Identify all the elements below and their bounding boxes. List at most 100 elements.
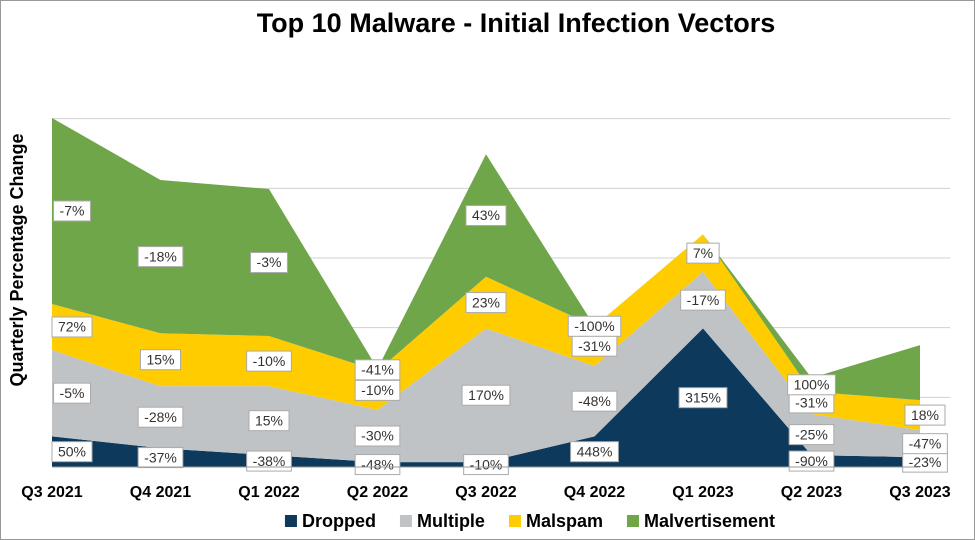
data-label-box [137,406,184,428]
data-label-text: -23% [909,454,942,470]
legend-swatch [399,515,412,527]
x-tick-label: Q3 2022 [455,484,516,501]
data-label: 448% [570,441,619,463]
data-label: -38% [246,450,292,472]
data-label-text: 18% [911,407,939,423]
x-tick-label: Q2 2023 [781,484,842,501]
data-label-box [53,200,91,222]
data-label-text: -48% [361,456,394,472]
data-label-box [567,315,622,337]
data-label: -10% [246,350,292,372]
data-label-text: 23% [472,294,500,310]
data-label-box [137,447,184,469]
data-label-box [354,359,401,381]
data-label-box [51,441,93,463]
data-label: -31% [571,335,618,357]
data-label: -10% [354,379,401,401]
data-label-text: -38% [253,453,286,469]
y-axis-title: Quarterly Percentage Change [7,133,27,386]
data-label-text: -90% [795,453,828,469]
data-label: 15% [139,349,182,371]
data-label-box [463,454,509,476]
data-label: 170% [461,384,511,406]
data-label: -17% [680,289,726,311]
data-label-text: -18% [144,248,177,264]
data-label-text: 100% [794,376,830,392]
data-label-box [465,205,507,227]
data-label: -90% [788,450,835,472]
data-label-text: 43% [472,207,500,223]
data-label: 7% [686,242,720,264]
data-label: 15% [248,410,290,432]
data-label-box [902,433,948,455]
chart-title: Top 10 Malware - Initial Infection Vecto… [257,8,776,38]
data-label-box [788,424,835,446]
data-label-box [53,382,91,404]
legend-label: Malspam [526,511,603,531]
area [52,234,920,431]
data-label: 315% [678,387,728,409]
data-label: 18% [904,404,946,426]
data-label-text: -31% [795,395,828,411]
data-label-box [250,252,288,274]
data-label-text: -10% [361,382,394,398]
data-label: -7% [53,200,91,222]
data-label-text: 315% [685,389,721,405]
data-label-box [354,425,401,447]
x-tick-label: Q1 2023 [672,484,733,501]
data-label-box [461,384,511,406]
data-label-text: -7% [60,203,85,219]
data-label: 100% [787,374,836,396]
data-label-text: 15% [255,412,283,428]
data-label: -31% [788,392,835,414]
data-label-text: 72% [58,319,86,335]
data-label: -10% [463,454,509,476]
data-label-text: -28% [144,409,177,425]
data-label-text: -100% [574,318,614,334]
data-label-box [678,387,728,409]
data-label-text: -5% [60,385,85,401]
data-label-text: -3% [257,254,282,270]
data-label: 50% [51,441,93,463]
data-label-box [788,450,835,472]
data-label: -18% [137,246,184,268]
legend-label: Dropped [302,511,376,531]
data-label-text: -37% [144,449,177,465]
x-tick-label: Q3 2023 [889,484,950,501]
data-label-box [354,454,401,476]
data-label-box [680,289,726,311]
data-label: -37% [137,447,184,469]
data-label-text: -47% [909,435,942,451]
x-tick-label: Q2 2022 [347,484,408,501]
data-label-text: -41% [361,362,394,378]
data-label: -48% [354,454,401,476]
x-tick-label: Q1 2022 [238,484,299,501]
data-label-box [246,450,292,472]
data-label-box [465,292,507,314]
data-label-box [686,242,720,264]
data-label: -28% [137,406,184,428]
data-label: -100% [567,315,622,337]
data-label-text: 170% [468,387,504,403]
data-label-text: -30% [361,428,394,444]
area [52,117,920,401]
data-label-text: -10% [253,353,286,369]
data-label: 23% [465,292,507,314]
x-tick-label: Q4 2022 [564,484,625,501]
legend-swatch [626,515,639,527]
data-label-text: 50% [58,443,86,459]
x-tick-label: Q3 2021 [21,484,82,501]
data-label-text: 448% [577,443,613,459]
data-label-text: -31% [578,338,611,354]
legend-label: Malvertisement [644,511,775,531]
data-label: 72% [51,316,93,338]
x-tick-label: Q4 2021 [130,484,191,501]
legend-swatch [508,515,521,527]
data-label-text: -10% [470,456,503,472]
data-label: -5% [53,382,91,404]
data-label-box [787,374,836,396]
data-label: 43% [465,205,507,227]
legend-swatch [284,515,297,527]
data-label: -48% [571,390,618,412]
